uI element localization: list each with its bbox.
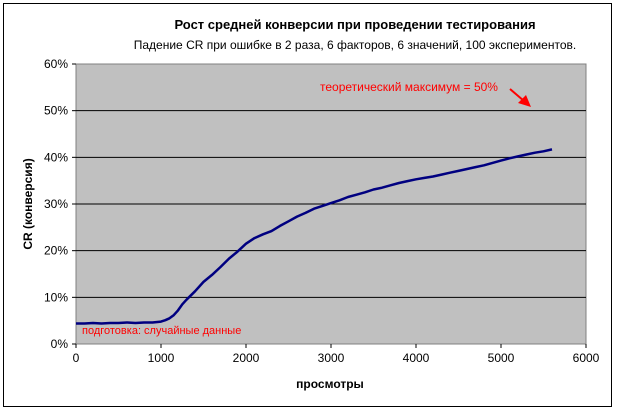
y-tick-label: 30% — [44, 197, 68, 211]
x-tick-label: 2000 — [233, 351, 260, 365]
annotation-arrow — [509, 88, 531, 107]
y-axis-ticks: 0% 10% 20% 30% 40% 50% 60% — [44, 57, 76, 351]
y-tick-label: 10% — [44, 290, 68, 304]
x-tick-label: 1000 — [148, 351, 175, 365]
x-tick-label: 5000 — [488, 351, 515, 365]
y-axis-label: CR (конверсия) — [21, 158, 35, 249]
x-tick-label: 3000 — [318, 351, 345, 365]
annotation-preparation: подготовка: случайные данные — [82, 325, 241, 337]
y-tick-label: 60% — [44, 57, 68, 71]
annotation-theoretical-max: теоретический максимум = 50% — [320, 80, 498, 94]
series-line — [76, 148, 553, 325]
y-tick-label: 50% — [44, 104, 68, 118]
y-tick-label: 0% — [51, 337, 69, 351]
y-tick-label: 20% — [44, 244, 68, 258]
chart-title: Рост средней конверсии при проведении те… — [174, 17, 535, 32]
y-tick-label: 40% — [44, 150, 68, 164]
x-tick-label: 6000 — [573, 351, 600, 365]
chart-subtitle: Падение CR при ошибке в 2 раза, 6 фактор… — [134, 38, 576, 52]
series-layer — [76, 148, 553, 325]
x-tick-label: 4000 — [403, 351, 430, 365]
x-axis-label: просмотры — [296, 377, 364, 391]
x-tick-label: 0 — [73, 351, 80, 365]
x-axis-ticks: 0 1000 2000 3000 4000 5000 6000 — [73, 344, 600, 365]
